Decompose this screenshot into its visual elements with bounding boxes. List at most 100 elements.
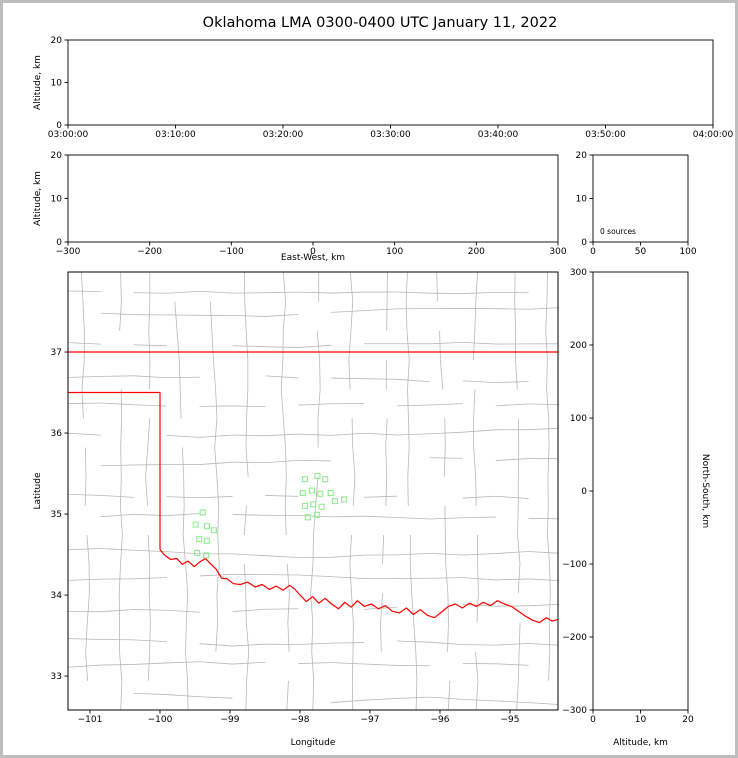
county-line — [311, 651, 315, 681]
county-line — [100, 664, 134, 666]
county-line — [546, 272, 548, 302]
county-line — [315, 476, 319, 506]
county-line — [147, 535, 151, 565]
county-line — [440, 360, 444, 390]
county-line — [120, 447, 122, 477]
county-line — [232, 553, 266, 557]
county-line — [331, 662, 365, 665]
county-line — [364, 432, 398, 436]
x-tick-label: −100 — [219, 247, 244, 257]
northsouth-altitude-panel: 0 10 20 300 200 100 0 −100 −200 −300 Altitude, km N… — [562, 268, 710, 748]
county-line — [447, 622, 449, 652]
y-tick-label: −300 — [562, 706, 587, 716]
county-line — [396, 291, 430, 294]
county-line — [313, 505, 317, 536]
county-line — [245, 680, 248, 710]
county-line — [548, 651, 551, 681]
sources-count-label: 0 sources — [600, 227, 636, 236]
county-line — [199, 461, 233, 465]
county-line — [265, 313, 299, 317]
county-line — [68, 342, 101, 345]
county-line — [245, 622, 250, 652]
county-line — [462, 553, 496, 556]
county-line — [517, 564, 521, 594]
county-line — [282, 418, 286, 448]
county-line — [100, 513, 134, 518]
county-line — [68, 494, 101, 496]
county-line — [545, 330, 548, 361]
x-tick-label: 100 — [386, 247, 403, 257]
county-lines — [68, 272, 558, 710]
station-marker — [331, 498, 339, 505]
county-line — [68, 376, 101, 378]
county-line — [528, 551, 558, 554]
county-line — [385, 476, 388, 506]
county-line — [415, 651, 418, 681]
x-tick-label: 20 — [682, 715, 694, 725]
county-line — [265, 495, 299, 497]
county-line — [284, 505, 287, 536]
county-line — [232, 434, 266, 437]
x-tick-label: 200 — [468, 247, 485, 257]
y-tick-label: 35 — [51, 510, 62, 520]
county-line — [85, 447, 87, 477]
county-line — [185, 622, 187, 652]
county-line — [429, 457, 463, 459]
x-tick-label: −96 — [430, 715, 449, 725]
county-line — [407, 447, 410, 477]
y-tick-label: 33 — [51, 672, 62, 682]
county-line — [475, 680, 479, 710]
county-line — [495, 403, 529, 407]
station-marker — [313, 511, 320, 518]
county-line — [310, 564, 314, 594]
county-line — [349, 272, 354, 302]
county-line — [528, 427, 558, 431]
county-line — [68, 432, 101, 436]
county-line — [119, 651, 123, 681]
county-line — [415, 680, 418, 710]
plan-view-panel: −101 −100 −99 −98 −97 −96 −95 33 34 35 36 37 Longitu… — [33, 271, 559, 748]
county-line — [68, 578, 101, 581]
county-line — [447, 680, 451, 710]
county-line — [185, 564, 189, 594]
county-line — [316, 330, 321, 361]
x-tick-label: 03:30:00 — [370, 130, 411, 140]
state-border-red-river — [159, 549, 558, 624]
county-line — [149, 622, 151, 652]
station-marker — [192, 521, 199, 528]
x-tick-label: −200 — [137, 247, 162, 257]
station-marker — [203, 552, 210, 559]
county-line — [265, 346, 299, 348]
y-tick-label: −200 — [562, 633, 587, 643]
county-line — [405, 301, 408, 331]
county-line — [331, 576, 365, 579]
county-line — [350, 301, 354, 331]
county-line — [282, 272, 286, 302]
county-line — [199, 643, 233, 647]
county-line — [473, 389, 476, 419]
county-line — [517, 651, 520, 681]
county-line — [280, 389, 284, 419]
panel-border — [67, 39, 714, 126]
county-line — [85, 622, 88, 652]
county-line — [176, 330, 180, 361]
county-line — [216, 564, 220, 594]
county-line — [474, 301, 477, 331]
county-line — [445, 564, 449, 594]
county-line — [364, 663, 398, 666]
county-line — [100, 494, 134, 498]
county-line — [364, 495, 398, 498]
county-line — [166, 694, 200, 698]
county-line — [408, 418, 410, 448]
county-line — [217, 535, 220, 565]
county-line — [349, 564, 352, 594]
county-line — [312, 680, 315, 710]
county-line — [462, 516, 496, 519]
y-tick-label: 20 — [51, 36, 63, 46]
county-line — [385, 418, 388, 448]
y-axis-label: Altitude, km — [33, 55, 43, 110]
x-tick-label: 03:00:00 — [48, 130, 89, 140]
county-line — [298, 291, 332, 294]
county-line — [429, 552, 463, 556]
